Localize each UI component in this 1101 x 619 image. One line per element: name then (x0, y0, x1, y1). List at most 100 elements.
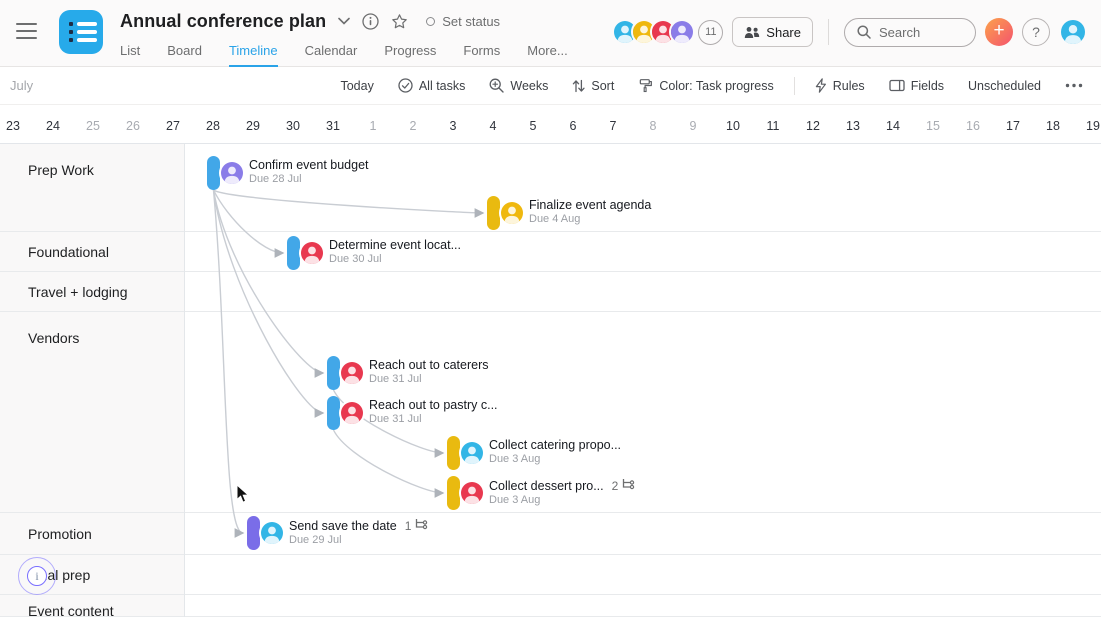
assignee-avatar[interactable] (219, 160, 245, 186)
month-label: July (10, 78, 34, 93)
task-title: Finalize event agenda (529, 198, 652, 212)
section-row-foundational[interactable]: Foundational (0, 232, 1101, 272)
toolbar-color-task-progress[interactable]: Color: Task progress (638, 78, 774, 93)
timeline-canvas[interactable]: Prep Work Foundational Travel + lodging Ven… (0, 144, 1101, 619)
user-avatar[interactable] (1059, 18, 1087, 46)
project-logo-icon[interactable] (59, 10, 103, 54)
date-label: 12 (806, 119, 820, 133)
task-determine-event-locat[interactable]: Determine event locat... Due 30 Jul (287, 236, 461, 270)
date-label: 19 (1086, 119, 1100, 133)
task-bar[interactable] (447, 436, 460, 470)
date-label: 14 (886, 119, 900, 133)
date-header-row[interactable]: 23 24 25 26 27 28 29 30 31 1 2 3 4 5 6 7 8 9 10 11 12 13 14 15 1… (0, 105, 1101, 144)
assignee-avatar[interactable] (259, 520, 285, 546)
task-title: Collect dessert pro... (489, 478, 604, 493)
task-due-date: Due 3 Aug (489, 453, 541, 465)
create-button[interactable]: + (985, 18, 1013, 46)
task-bar[interactable] (207, 156, 220, 190)
member-avatar[interactable] (612, 19, 639, 45)
assignee-avatar[interactable] (499, 200, 525, 226)
date-label: 26 (126, 119, 140, 133)
task-title: Send save the date (289, 518, 397, 533)
task-title: Collect catering propo... (489, 438, 622, 452)
date-label: 30 (286, 119, 300, 133)
toolbar-rules[interactable]: Rules (815, 78, 865, 93)
task-collect-dessert-pro[interactable]: Collect dessert pro... 2 Due 3 Aug (447, 476, 635, 510)
tab-more[interactable]: More... (527, 43, 568, 58)
member-avatar[interactable] (669, 19, 696, 45)
timeline-toolbar: July Today All tasks Weeks Sort Color: Task … (0, 67, 1101, 105)
section-row-travel-lodging[interactable]: Travel + lodging (0, 272, 1101, 312)
task-bar[interactable] (327, 356, 340, 390)
toolbar-unscheduled[interactable]: Unscheduled (968, 78, 1041, 93)
task-bar[interactable] (447, 476, 460, 510)
task-bar[interactable] (247, 516, 260, 550)
toolbar-weeks[interactable]: Weeks (489, 78, 548, 93)
member-avatar[interactable] (631, 19, 658, 45)
task-bar[interactable] (327, 396, 340, 430)
task-bar[interactable] (287, 236, 300, 270)
assignee-avatar[interactable] (339, 360, 365, 386)
assignee-avatar[interactable] (339, 400, 365, 426)
toolbar-today[interactable]: Today (340, 78, 374, 93)
section-label: Travel + lodging (28, 283, 128, 300)
toolbar-fields[interactable]: Fields (889, 79, 944, 93)
fields-icon (889, 79, 905, 92)
member-count-badge[interactable]: 11 (698, 19, 724, 45)
tab-forms[interactable]: Forms (463, 43, 501, 58)
help-button[interactable]: ? (1022, 18, 1050, 46)
section-row-final-prep[interactable]: Final prep (0, 555, 1101, 595)
assignee-avatar[interactable] (459, 480, 485, 506)
task-send-save-the-date[interactable]: Send save the date 1 Due 29 Jul (247, 516, 428, 550)
member-avatar[interactable] (650, 19, 677, 45)
tab-board[interactable]: Board (167, 43, 202, 58)
task-collect-catering-propo[interactable]: Collect catering propo... Due 3 Aug (447, 436, 621, 470)
section-row-promotion[interactable]: Promotion (0, 513, 1101, 555)
section-row-vendors[interactable]: Vendors (0, 312, 1101, 513)
assignee-avatar[interactable] (459, 440, 485, 466)
tab-calendar[interactable]: Calendar (304, 43, 358, 58)
task-due-date: Due 31 Jul (369, 373, 422, 385)
task-due-date: Due 31 Jul (369, 413, 422, 425)
onboarding-hotspot-ring (18, 557, 56, 595)
task-confirm-event-budget[interactable]: Confirm event budget Due 28 Jul (207, 156, 369, 190)
subtask-icon (621, 478, 636, 493)
star-icon[interactable] (391, 13, 408, 30)
date-label: 13 (846, 119, 860, 133)
member-avatar-stack[interactable] (612, 19, 696, 45)
share-button[interactable]: Share (732, 17, 813, 47)
date-label: 7 (609, 119, 617, 133)
date-label: 23 (6, 119, 20, 133)
info-hotspot-icon[interactable]: i (27, 566, 47, 586)
toolbar-more-options[interactable] (1065, 83, 1083, 88)
tab-list[interactable]: List (120, 43, 141, 58)
task-reach-out-to-pastry-c[interactable]: Reach out to pastry c... Due 31 Jul (327, 396, 498, 430)
chevron-down-icon[interactable] (338, 17, 351, 25)
date-label: 3 (449, 119, 457, 133)
tab-progress[interactable]: Progress (384, 43, 437, 58)
set-status-button[interactable]: Set status (426, 14, 500, 29)
date-label: 1 (369, 119, 377, 133)
task-reach-out-to-caterers[interactable]: Reach out to caterers Due 31 Jul (327, 356, 489, 390)
section-column-background (0, 144, 184, 617)
section-row-event-content[interactable]: Event content (0, 595, 1101, 619)
hamburger-menu-icon[interactable] (16, 23, 37, 40)
view-tabs: List Board Timeline Calendar Progress Forms Mo… (120, 43, 568, 67)
task-due-date: Due 28 Jul (249, 173, 302, 185)
date-label: 11 (766, 119, 780, 133)
assignee-avatar[interactable] (299, 240, 325, 266)
date-label: 8 (649, 119, 657, 133)
sort-icon (572, 79, 586, 93)
tab-timeline[interactable]: Timeline (228, 43, 278, 67)
section-label: Prep Work (28, 162, 94, 178)
toolbar-sort[interactable]: Sort (572, 79, 614, 93)
search-icon (857, 25, 871, 39)
info-icon[interactable] (362, 12, 379, 30)
task-finalize-event-agenda[interactable]: Finalize event agenda Due 4 Aug (487, 196, 651, 230)
section-row-prep-work[interactable]: Prep Work (0, 144, 1101, 232)
toolbar-all-tasks[interactable]: All tasks (398, 78, 465, 93)
search-input[interactable]: Search (844, 17, 976, 47)
task-bar[interactable] (487, 196, 500, 230)
subtask-count: 1 (405, 518, 430, 533)
date-label: 15 (926, 119, 940, 133)
